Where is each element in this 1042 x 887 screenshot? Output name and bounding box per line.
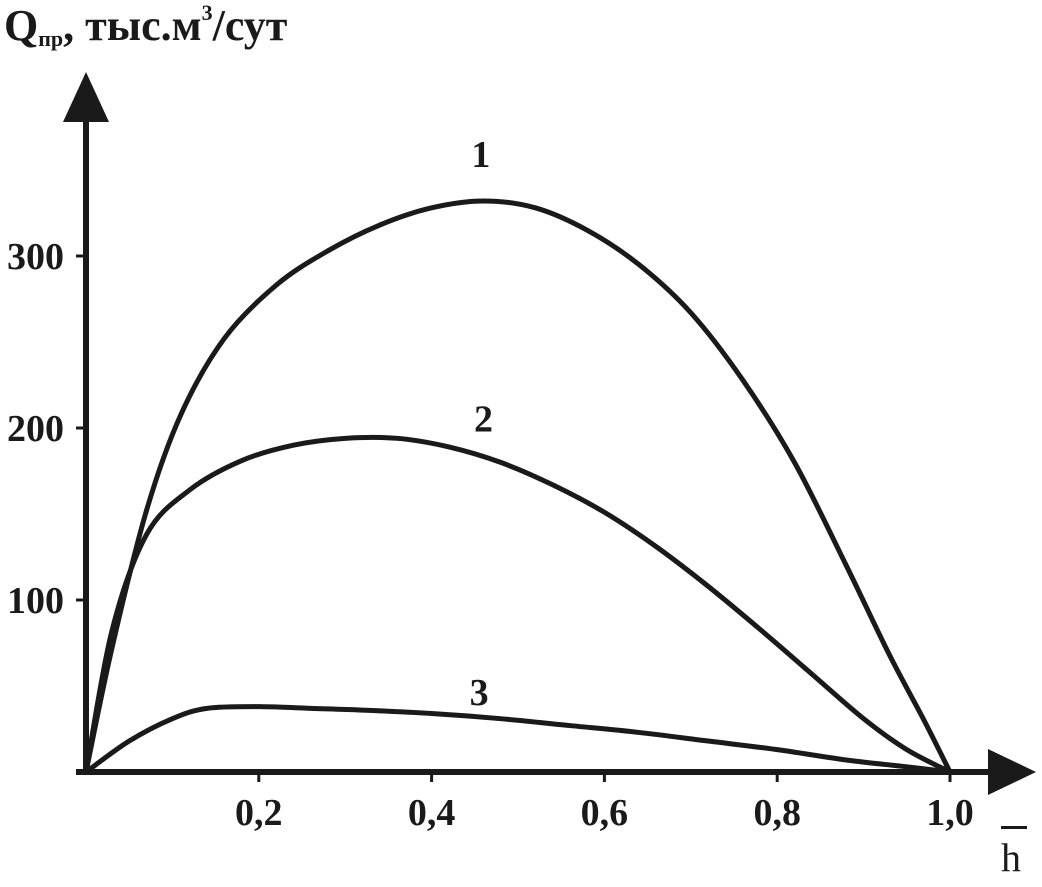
x-tick-label: 0,6 [581, 792, 629, 834]
series-line-3 [84, 704, 951, 775]
y-axis-label: Qпр, тыс.м3/сут [4, 2, 287, 50]
x-axis-arrow [988, 749, 1036, 795]
series-label-3: 3 [470, 672, 489, 714]
series-line-1 [83, 198, 953, 774]
axes [63, 72, 1036, 795]
series-line-2 [83, 434, 952, 775]
y-tick-label: 200 [7, 408, 64, 450]
series-label-1: 1 [471, 134, 490, 176]
x-tick-label: 0,4 [408, 792, 456, 834]
y-axis-label-sub: пр [38, 26, 64, 51]
y-axis-label-tail: /сут [212, 1, 288, 50]
series-label-2: 2 [474, 399, 493, 441]
y-axis-label-sup: 3 [201, 0, 213, 25]
x-tick-label: 0,8 [753, 792, 801, 834]
y-axis-label-main: Q [4, 1, 39, 50]
ticks: 0,2 0,4 0,6 0,8 1,0 100 200 300 [7, 236, 974, 834]
x-tick-label: 1,0 [926, 792, 974, 834]
y-tick-label: 300 [7, 236, 64, 278]
series-labels: 1 2 3 [470, 134, 493, 714]
y-axis-arrow [63, 72, 109, 122]
series-lines [83, 198, 953, 775]
y-tick-label: 100 [7, 580, 64, 622]
x-tick-label: 0,2 [235, 792, 283, 834]
x-axis-label-text: h [1001, 835, 1021, 880]
y-axis-label-rest: , тыс.м [63, 1, 202, 50]
x-axis-label-overbar [1001, 826, 1027, 829]
